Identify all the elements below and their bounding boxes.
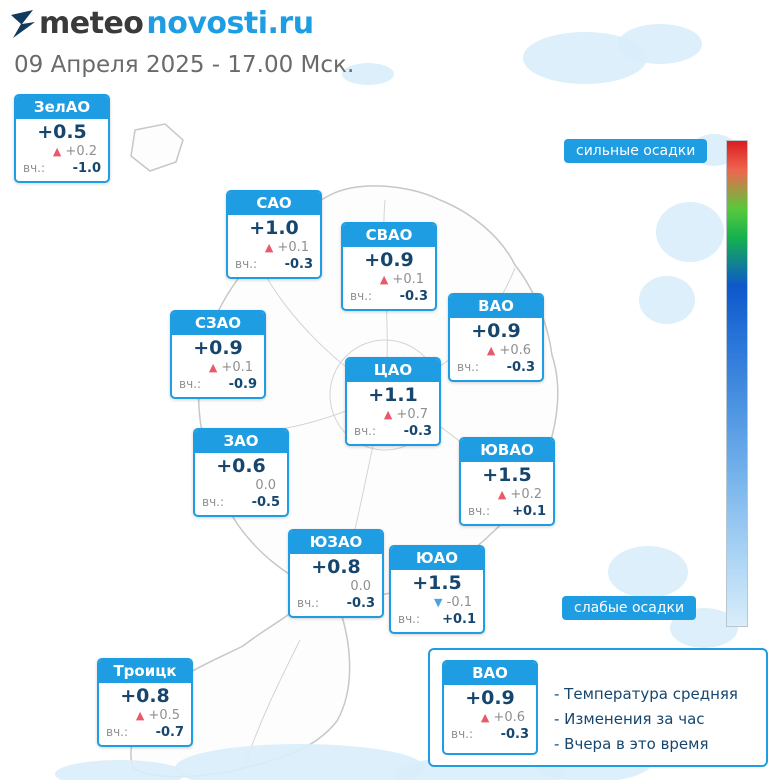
yesterday-value: -0.7 [155,725,184,741]
trend-arrow-icon: ▲ [497,487,507,501]
yesterday-label: вч.: [398,612,421,627]
precipitation-color-scale [726,140,748,627]
yesterday-value: -0.3 [346,596,375,612]
yesterday-value: -0.5 [251,495,280,511]
district-card-szao: СЗАО +0.9 ▲ +0.1 вч.: -0.9 [170,310,266,400]
district-card-troick: Троицк +0.8 ▲ +0.5 вч.: -0.7 [97,658,193,748]
legend-line-yesterday: - Вчера в это время [554,735,709,753]
district-card-yuvao: ЮВАО +1.5 ▲ +0.2 вч.: +0.1 [459,437,555,527]
hour-change-value: +0.6 [499,342,531,358]
trend-arrow-icon: ▲ [264,240,274,254]
precipitation-blobs [55,24,738,780]
logo-text-blue: novosti.ru [146,6,314,41]
legend-lines: - Температура средняя - Изменения за час… [554,684,738,755]
temperature-value: +0.9 [471,320,521,342]
legend-panel: ВАО +0.9 ▲ +0.6 вч.: -0.3 - Температура с… [428,648,768,767]
hour-change-value: +0.2 [510,486,542,502]
trend-arrow-icon: ▲ [208,360,218,374]
legend-line-hour-change: - Изменения за час [554,710,705,728]
district-card-yuao: ЮАО +1.5 ▼ -0.1 вч.: +0.1 [389,545,485,635]
trend-arrow-icon: ▲ [383,407,393,421]
temperature-value: +0.8 [311,556,361,578]
temperature-value: +1.1 [368,384,418,406]
yesterday-value: -0.3 [399,289,428,305]
district-name: ЗАО [195,430,287,453]
trend-arrow-icon: ▲ [379,272,389,286]
temperature-value: +0.9 [193,337,243,359]
trend-arrow-icon: ▲ [52,144,62,158]
yesterday-label: вч.: [354,424,377,439]
hour-change-value: +0.7 [396,406,428,422]
yesterday-label: вч.: [297,596,320,611]
district-card-yuzao: ЮЗАО +0.8 0.0 вч.: -0.3 [288,529,384,619]
yesterday-value: -1.0 [72,161,101,177]
weak-precipitation-label: слабые осадки [562,596,697,620]
yesterday-label: вч.: [468,504,491,519]
yesterday-label: вч.: [235,257,258,272]
district-name: САО [228,192,320,215]
temperature-value: +0.9 [465,687,515,709]
district-name: ВАО [450,295,542,318]
date-time-label: 09 Апреля 2025 - 17.00 Мск. [14,52,355,78]
strong-precipitation-label: сильные осадки [564,139,708,163]
district-card-svao: СВАО +0.9 ▲ +0.1 вч.: -0.3 [341,222,437,312]
yesterday-label: вч.: [106,725,129,740]
logo-text-dark: meteo [39,6,144,41]
trend-arrow-icon: ▲ [486,343,496,357]
district-name: ЮЗАО [290,531,382,554]
yesterday-label: вч.: [457,360,480,375]
site-logo[interactable]: meteo novosti.ru [10,6,314,41]
yesterday-value: +0.1 [512,504,546,520]
logo-icon [11,9,35,38]
yesterday-value: +0.1 [442,612,476,628]
district-name: ЗелАО [16,96,108,119]
district-card-vao: ВАО +0.9 ▲ +0.6 вч.: -0.3 [448,293,544,383]
yesterday-value: -0.9 [228,377,257,393]
district-name: ВАО [444,662,536,685]
hour-change-value: +0.1 [221,359,253,375]
district-card-zao: ЗАО +0.6 0.0 вч.: -0.5 [193,428,289,518]
legend-line-temperature: - Температура средняя [554,685,738,703]
yesterday-value: -0.3 [500,727,529,743]
hour-change-value: +0.6 [493,709,525,725]
hour-change-value: -0.1 [446,594,472,610]
legend-example-card: ВАО +0.9 ▲ +0.6 вч.: -0.3 [442,660,538,755]
district-name: Троицк [99,660,191,683]
temperature-value: +1.0 [249,217,299,239]
temperature-value: +1.5 [482,464,532,486]
hour-change-value: 0.0 [350,578,371,594]
temperature-value: +0.5 [37,121,87,143]
temperature-value: +1.5 [412,572,462,594]
hour-change-value: +0.1 [277,239,309,255]
district-card-cao: ЦАО +1.1 ▲ +0.7 вч.: -0.3 [345,357,441,447]
district-name: ЮВАО [461,439,553,462]
yesterday-value: -0.3 [284,257,313,273]
district-card-sao: САО +1.0 ▲ +0.1 вч.: -0.3 [226,190,322,280]
district-name: СВАО [343,224,435,247]
trend-arrow-icon: ▲ [135,708,145,722]
temperature-value: +0.9 [364,249,414,271]
yesterday-label: вч.: [202,495,225,510]
yesterday-label: вч.: [451,727,474,742]
yesterday-value: -0.3 [403,424,432,440]
hour-change-value: +0.1 [392,271,424,287]
trend-arrow-icon: ▲ [480,710,490,724]
hour-change-value: 0.0 [255,477,276,493]
hour-change-value: +0.2 [65,143,97,159]
temperature-value: +0.6 [216,455,266,477]
temperature-value: +0.8 [120,685,170,707]
yesterday-label: вч.: [350,289,373,304]
district-card-zelao: ЗелАО +0.5 ▲ +0.2 вч.: -1.0 [14,94,110,184]
yesterday-label: вч.: [179,377,202,392]
yesterday-value: -0.3 [506,360,535,376]
district-name: ЮАО [391,547,483,570]
hour-change-value: +0.5 [148,707,180,723]
district-name: ЦАО [347,359,439,382]
yesterday-label: вч.: [23,161,46,176]
trend-arrow-icon: ▼ [434,595,443,609]
district-name: СЗАО [172,312,264,335]
